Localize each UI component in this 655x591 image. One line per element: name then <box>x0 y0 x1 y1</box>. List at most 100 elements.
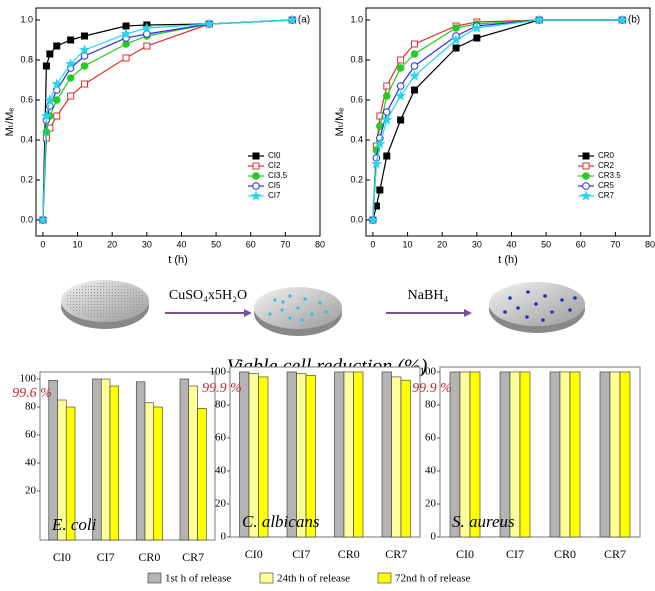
bar <box>519 371 531 538</box>
marker <box>80 62 89 70</box>
x-tick-label: 50 <box>211 239 221 249</box>
series-line <box>372 19 623 221</box>
legend-label: CI7 <box>268 191 281 200</box>
marker <box>397 116 405 124</box>
marker <box>383 82 391 90</box>
marker <box>410 40 418 48</box>
bar <box>469 371 481 538</box>
y-axis-label: Mₜ/Mₑ <box>334 108 346 137</box>
bar <box>65 406 76 541</box>
y-tick-label: 100 <box>420 365 437 377</box>
x-tick-label: CI0 <box>245 547 263 561</box>
marker <box>582 182 590 190</box>
x-tick-label: CI0 <box>456 547 474 561</box>
bar <box>188 385 198 541</box>
series-line <box>42 19 293 221</box>
x-tick-label: CR0 <box>138 550 160 564</box>
y-tick-label: 0.0 <box>20 214 33 224</box>
bar <box>179 378 190 541</box>
series-line <box>42 19 293 221</box>
x-tick-label: CI7 <box>97 550 115 564</box>
series-line <box>372 19 623 221</box>
marker <box>42 62 50 70</box>
y-tick-label: 0 <box>431 531 437 543</box>
marker <box>250 190 262 201</box>
bar <box>381 371 392 538</box>
marker <box>382 92 391 100</box>
legend-label: 24th h of release <box>277 573 350 585</box>
marker <box>410 50 419 58</box>
marker <box>203 18 215 29</box>
y-tick-label: 0.4 <box>350 134 363 144</box>
panel-label: (a) <box>298 15 310 26</box>
annotation: 99.9 % <box>412 381 452 396</box>
legend-label: CR3.5 <box>598 171 621 180</box>
y-tick-label: 40 <box>215 465 227 477</box>
x-tick-label: CI7 <box>292 547 310 561</box>
y-tick-label: 0 <box>221 531 227 543</box>
marker <box>367 214 379 225</box>
y-tick-label: 0.6 <box>20 94 33 104</box>
x-tick-label: CR7 <box>385 547 407 561</box>
x-tick-label: CR7 <box>604 547 626 561</box>
x-tick-label: 60 <box>246 239 256 249</box>
y-tick-label: 0.8 <box>20 54 33 64</box>
bar <box>153 406 163 541</box>
x-tick-label: 10 <box>73 239 83 249</box>
bar <box>135 381 146 541</box>
bar <box>197 408 207 541</box>
marker <box>376 186 384 194</box>
legend-label: 72nd h of release <box>395 573 471 585</box>
series-line <box>42 19 293 221</box>
x-tick-label: 80 <box>645 239 655 249</box>
legend-swatch <box>259 572 274 584</box>
bar <box>334 371 345 538</box>
disc-texture <box>65 283 145 319</box>
marker <box>452 24 460 32</box>
bar <box>559 371 571 538</box>
marker <box>582 172 590 180</box>
x-axis-label: t (h) <box>498 254 518 266</box>
y-tick-label: 80 <box>25 401 37 413</box>
marker <box>46 50 54 58</box>
marker <box>80 80 88 88</box>
plot-frame <box>365 7 651 237</box>
y-tick-label: 1.0 <box>350 14 363 24</box>
y-tick-label: 20 <box>215 498 227 510</box>
marker <box>143 42 151 50</box>
marker <box>410 62 419 70</box>
bar <box>305 374 316 538</box>
x-tick-label: CR0 <box>554 547 576 561</box>
marker <box>44 94 56 105</box>
y-tick-label: 40 <box>25 457 37 469</box>
marker <box>67 36 75 44</box>
x-tick-label: 20 <box>437 239 447 249</box>
y-tick-label: 0.2 <box>350 174 363 184</box>
marker <box>65 58 76 69</box>
marker <box>409 70 420 81</box>
marker <box>381 114 393 125</box>
marker <box>252 152 260 160</box>
x-tick-label: 0 <box>370 239 375 249</box>
marker <box>582 162 590 170</box>
marker <box>471 22 483 33</box>
x-tick-label: 20 <box>107 239 117 249</box>
y-tick-label: 0.0 <box>350 214 363 224</box>
y-tick-label: 60 <box>425 432 437 444</box>
y-tick-label: 0.4 <box>20 134 33 144</box>
x-tick-label: 60 <box>576 239 586 249</box>
legend-swatch <box>147 572 162 584</box>
x-tick-label: 80 <box>315 239 325 249</box>
legend-label: CI5 <box>268 181 281 190</box>
marker <box>143 30 151 38</box>
y-tick-label: 20 <box>425 498 437 510</box>
bar <box>391 376 402 538</box>
y-tick-label: 80 <box>215 398 227 410</box>
bar <box>258 376 269 538</box>
x-tick-label: 30 <box>472 239 482 249</box>
arrowhead <box>244 309 252 317</box>
x-tick-label: 0 <box>40 239 45 249</box>
series-line <box>372 19 623 221</box>
legend-label: CR0 <box>598 151 615 160</box>
